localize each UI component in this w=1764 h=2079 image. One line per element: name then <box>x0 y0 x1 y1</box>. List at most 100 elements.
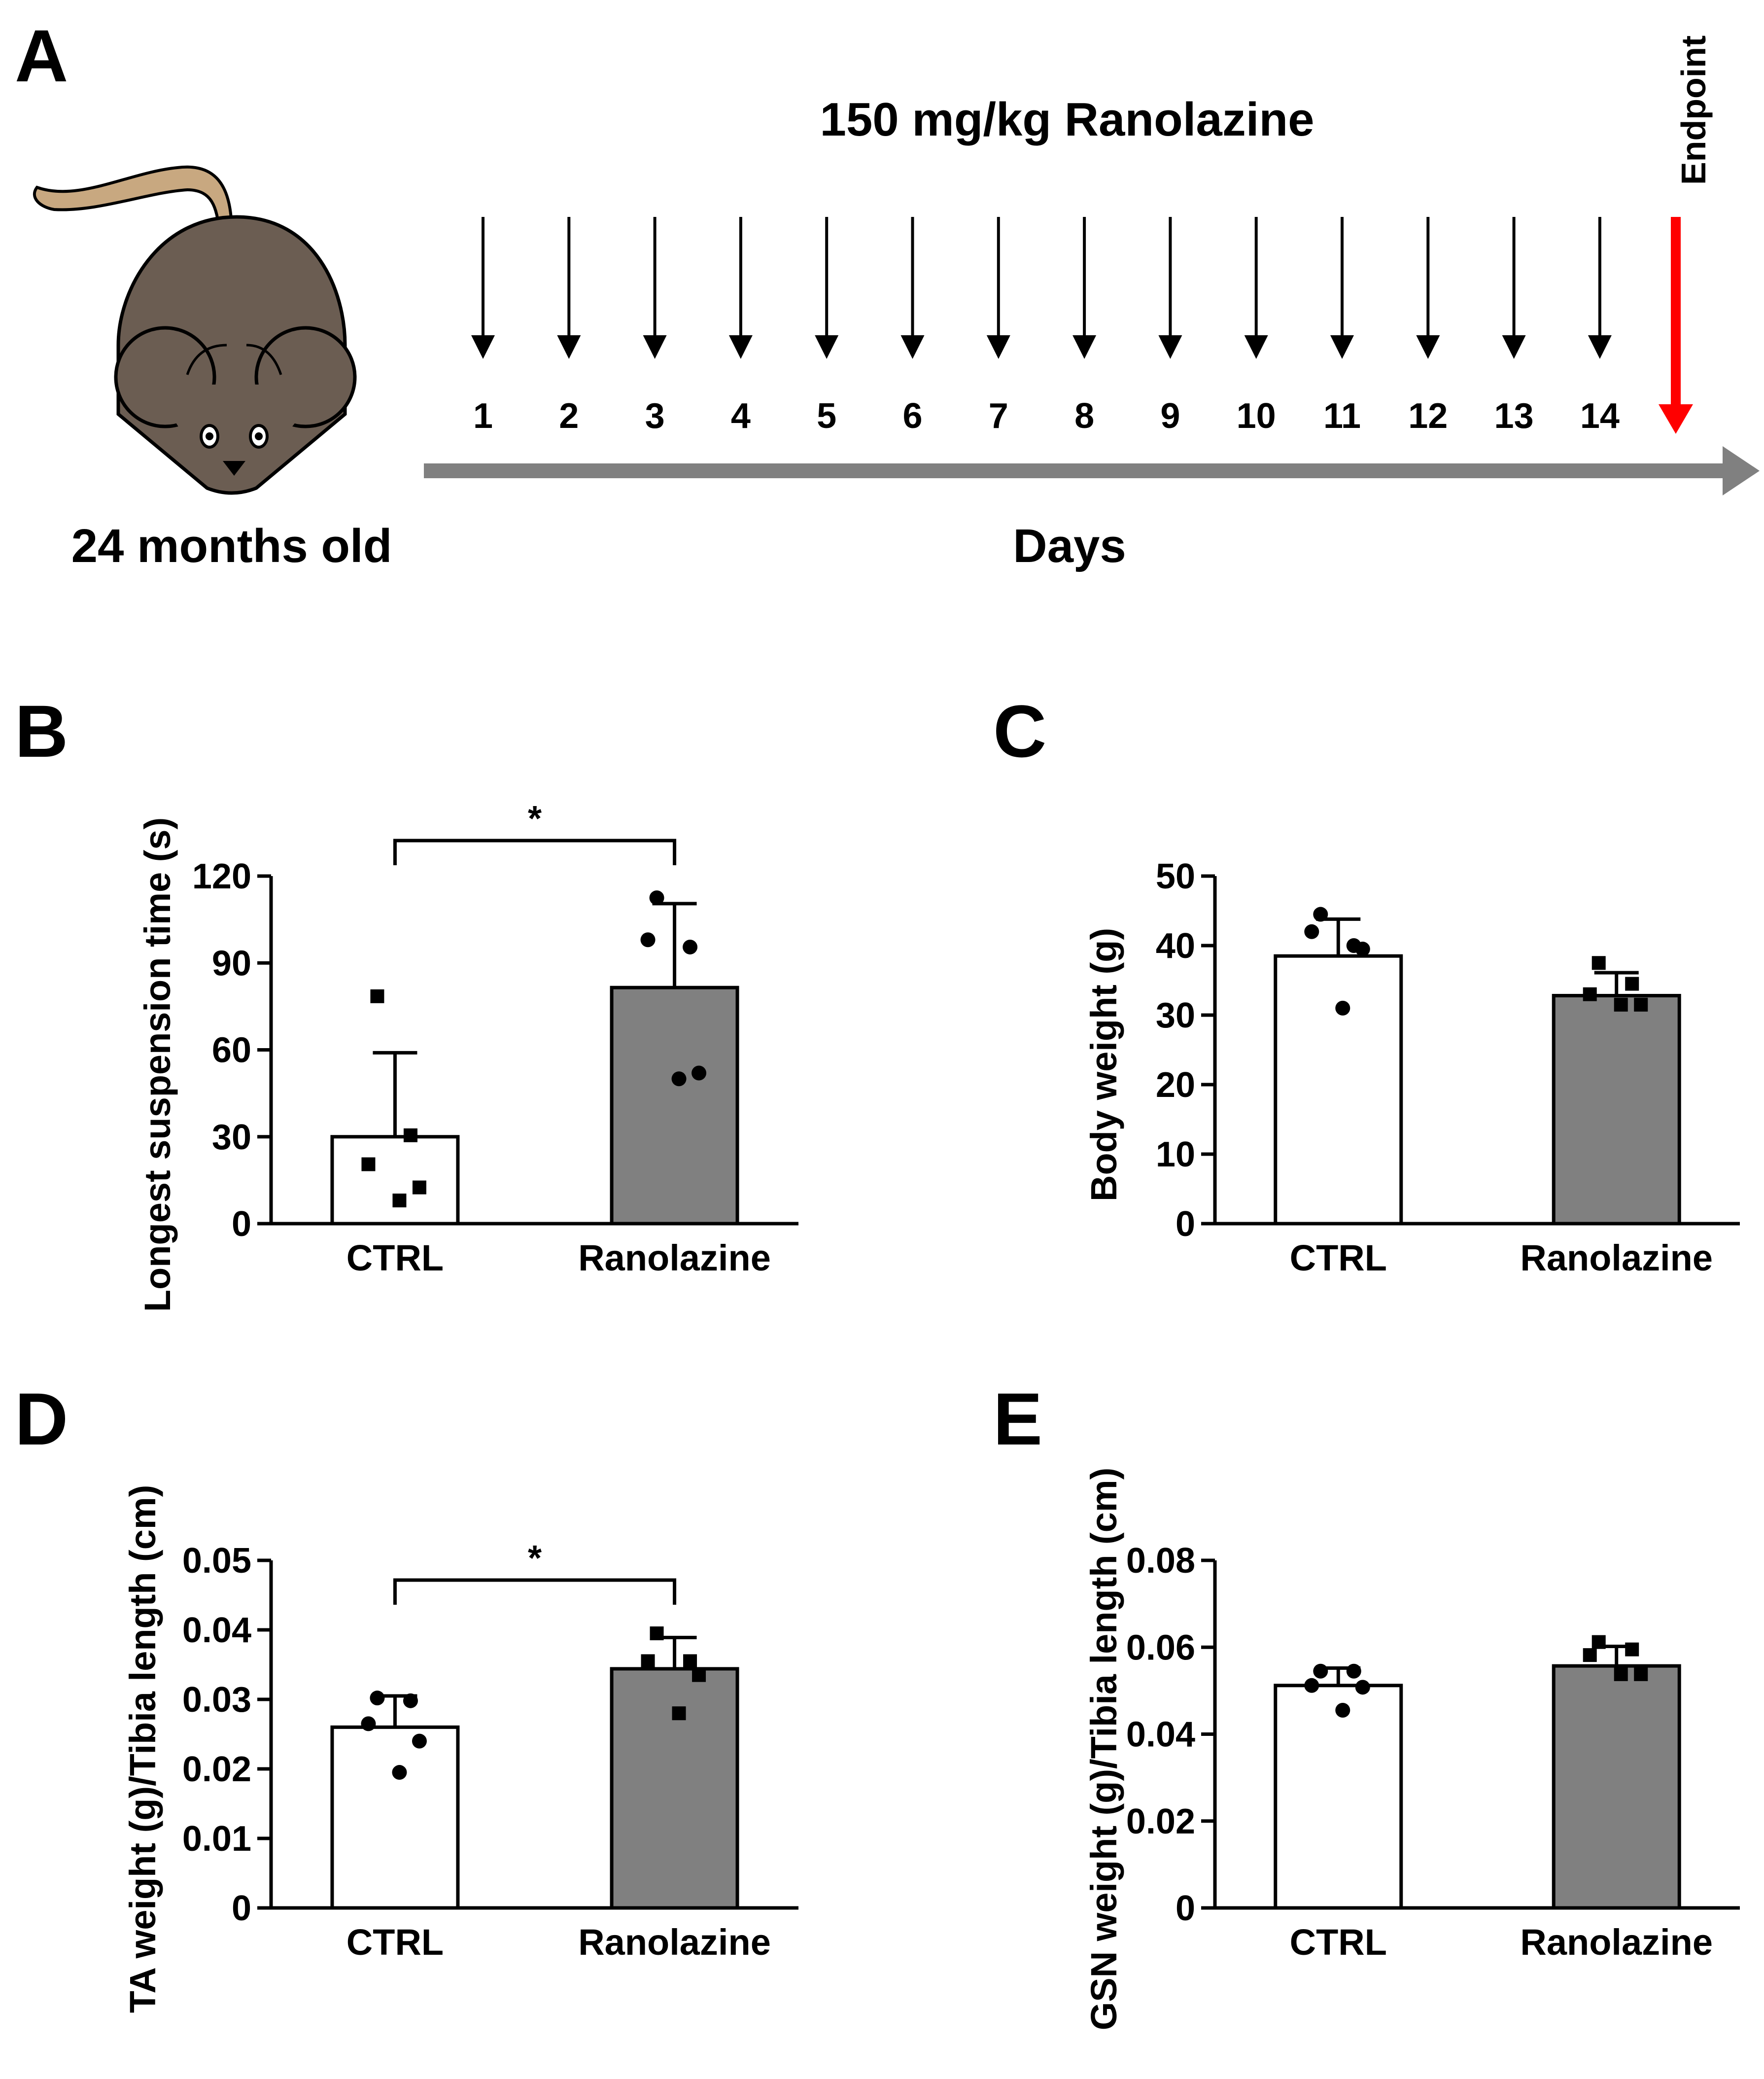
data-point <box>392 1765 407 1780</box>
significance-bracket <box>393 1578 677 1605</box>
data-point <box>650 1626 664 1641</box>
y-tick-label: 30 <box>1156 996 1195 1035</box>
data-point <box>692 1668 706 1682</box>
panel-letter: E <box>993 1377 1042 1460</box>
data-point <box>1625 1642 1639 1656</box>
timeline-bar <box>424 463 1730 478</box>
data-point <box>1614 997 1628 1012</box>
y-tick-label: 50 <box>1156 857 1195 896</box>
mouse-tail <box>33 165 234 233</box>
data-point <box>641 1654 655 1668</box>
data-point <box>672 1706 686 1721</box>
significance-star: * <box>528 1539 542 1578</box>
y-tick-label: 0 <box>232 1204 251 1244</box>
day-label: 10 <box>1237 396 1276 436</box>
data-point <box>1583 987 1597 1001</box>
data-point <box>1304 1678 1319 1693</box>
x-tick-label: Ranolazine <box>1520 1237 1713 1278</box>
data-point <box>1346 1663 1361 1679</box>
day-arrow-head <box>1072 335 1097 359</box>
bar-ctrl <box>330 1135 460 1226</box>
data-point <box>403 1128 417 1142</box>
data-point <box>1313 907 1328 922</box>
mouse-face <box>168 385 306 480</box>
data-point <box>412 1180 426 1195</box>
y-tick-label: 90 <box>212 944 251 983</box>
day-arrow-head <box>1244 335 1268 359</box>
y-tick-label: 40 <box>1156 926 1195 966</box>
day-arrow-head <box>557 335 581 359</box>
chart-b: B 0 30 60 90 120 Longest suspension time (s) CT… <box>15 690 798 1312</box>
data-point <box>1335 1000 1350 1016</box>
day-label: 7 <box>989 396 1008 436</box>
y-axis-label: Body weight (g) <box>1083 928 1124 1201</box>
chart-d: D 0 0.01 0.02 0.03 0.04 0.05 TA weight (g)/Tibi… <box>15 1377 798 2013</box>
x-tick-label: Ranolazine <box>578 1237 771 1278</box>
data-point <box>361 1716 376 1731</box>
significance-bracket <box>393 839 677 865</box>
day-label: 9 <box>1160 396 1180 436</box>
y-tick-label: 30 <box>212 1118 251 1157</box>
x-tick-label: Ranolazine <box>578 1922 771 1963</box>
day-arrow-head <box>643 335 667 359</box>
day-arrow-head <box>1330 335 1354 359</box>
y-tick-label: 0.02 <box>1126 1802 1195 1841</box>
y-tick-label: 0.05 <box>182 1541 251 1581</box>
treatment-title: 150 mg/kg Ranolazine <box>820 93 1314 146</box>
mouse-ear-fold-left <box>186 344 227 375</box>
data-point <box>370 989 384 1003</box>
data-point <box>692 1065 707 1081</box>
mouse-ear-fold-right <box>246 344 282 375</box>
bar-ranolazine <box>610 1667 739 1910</box>
day-arrow-head <box>815 335 839 359</box>
panel-letter: D <box>15 1377 68 1460</box>
day-label: 13 <box>1494 396 1534 436</box>
day-label: 2 <box>559 396 579 436</box>
day-label: 12 <box>1408 396 1448 436</box>
data-point <box>403 1693 418 1708</box>
endpoint-arrow-head <box>1659 404 1693 434</box>
day-label: 5 <box>817 396 836 436</box>
data-point <box>1583 1648 1597 1662</box>
bar-ranolazine <box>610 986 739 1226</box>
y-tick-label: 0.03 <box>182 1680 251 1720</box>
mouse-nose <box>223 461 245 476</box>
significance-star: * <box>528 799 542 839</box>
day-arrow-head <box>1588 335 1612 359</box>
data-point <box>1634 1667 1648 1681</box>
mouse-illustration <box>33 165 357 495</box>
data-point <box>683 939 698 954</box>
day-label: 3 <box>645 396 665 436</box>
mouse-right-pupil <box>255 432 263 440</box>
day-label: 11 <box>1323 396 1361 436</box>
y-tick-label: 0.02 <box>182 1750 251 1789</box>
day-label: 6 <box>902 396 922 436</box>
days-axis-label: Days <box>1013 520 1126 572</box>
day-arrows: 1 2 3 4 5 6 7 8 9 10 11 12 13 14 <box>471 217 1620 436</box>
y-tick-label: 0.06 <box>1126 1628 1195 1667</box>
data-point <box>1591 956 1606 970</box>
bar-ranolazine <box>1552 994 1681 1226</box>
bar-ctrl <box>1274 954 1403 1226</box>
x-tick-label: CTRL <box>1290 1922 1387 1963</box>
day-label: 14 <box>1580 396 1620 436</box>
y-tick-label: 120 <box>192 857 251 896</box>
y-tick-label: 0 <box>1176 1204 1195 1244</box>
day-arrow-head <box>1158 335 1182 359</box>
data-point <box>1313 1663 1328 1679</box>
endpoint-label: Endpoint <box>1674 35 1713 185</box>
data-point <box>1634 997 1648 1012</box>
data-point <box>1614 1667 1628 1681</box>
bar-ctrl <box>330 1725 460 1910</box>
timeline-arrowhead <box>1723 446 1760 495</box>
mouse-age-label: 24 months old <box>71 520 392 572</box>
x-tick-label: Ranolazine <box>1520 1922 1713 1963</box>
data-point <box>649 890 664 906</box>
y-tick-label: 0.01 <box>182 1819 251 1859</box>
y-tick-label: 0.08 <box>1126 1541 1195 1581</box>
x-tick-label: CTRL <box>346 1237 444 1278</box>
day-label: 4 <box>731 396 751 436</box>
